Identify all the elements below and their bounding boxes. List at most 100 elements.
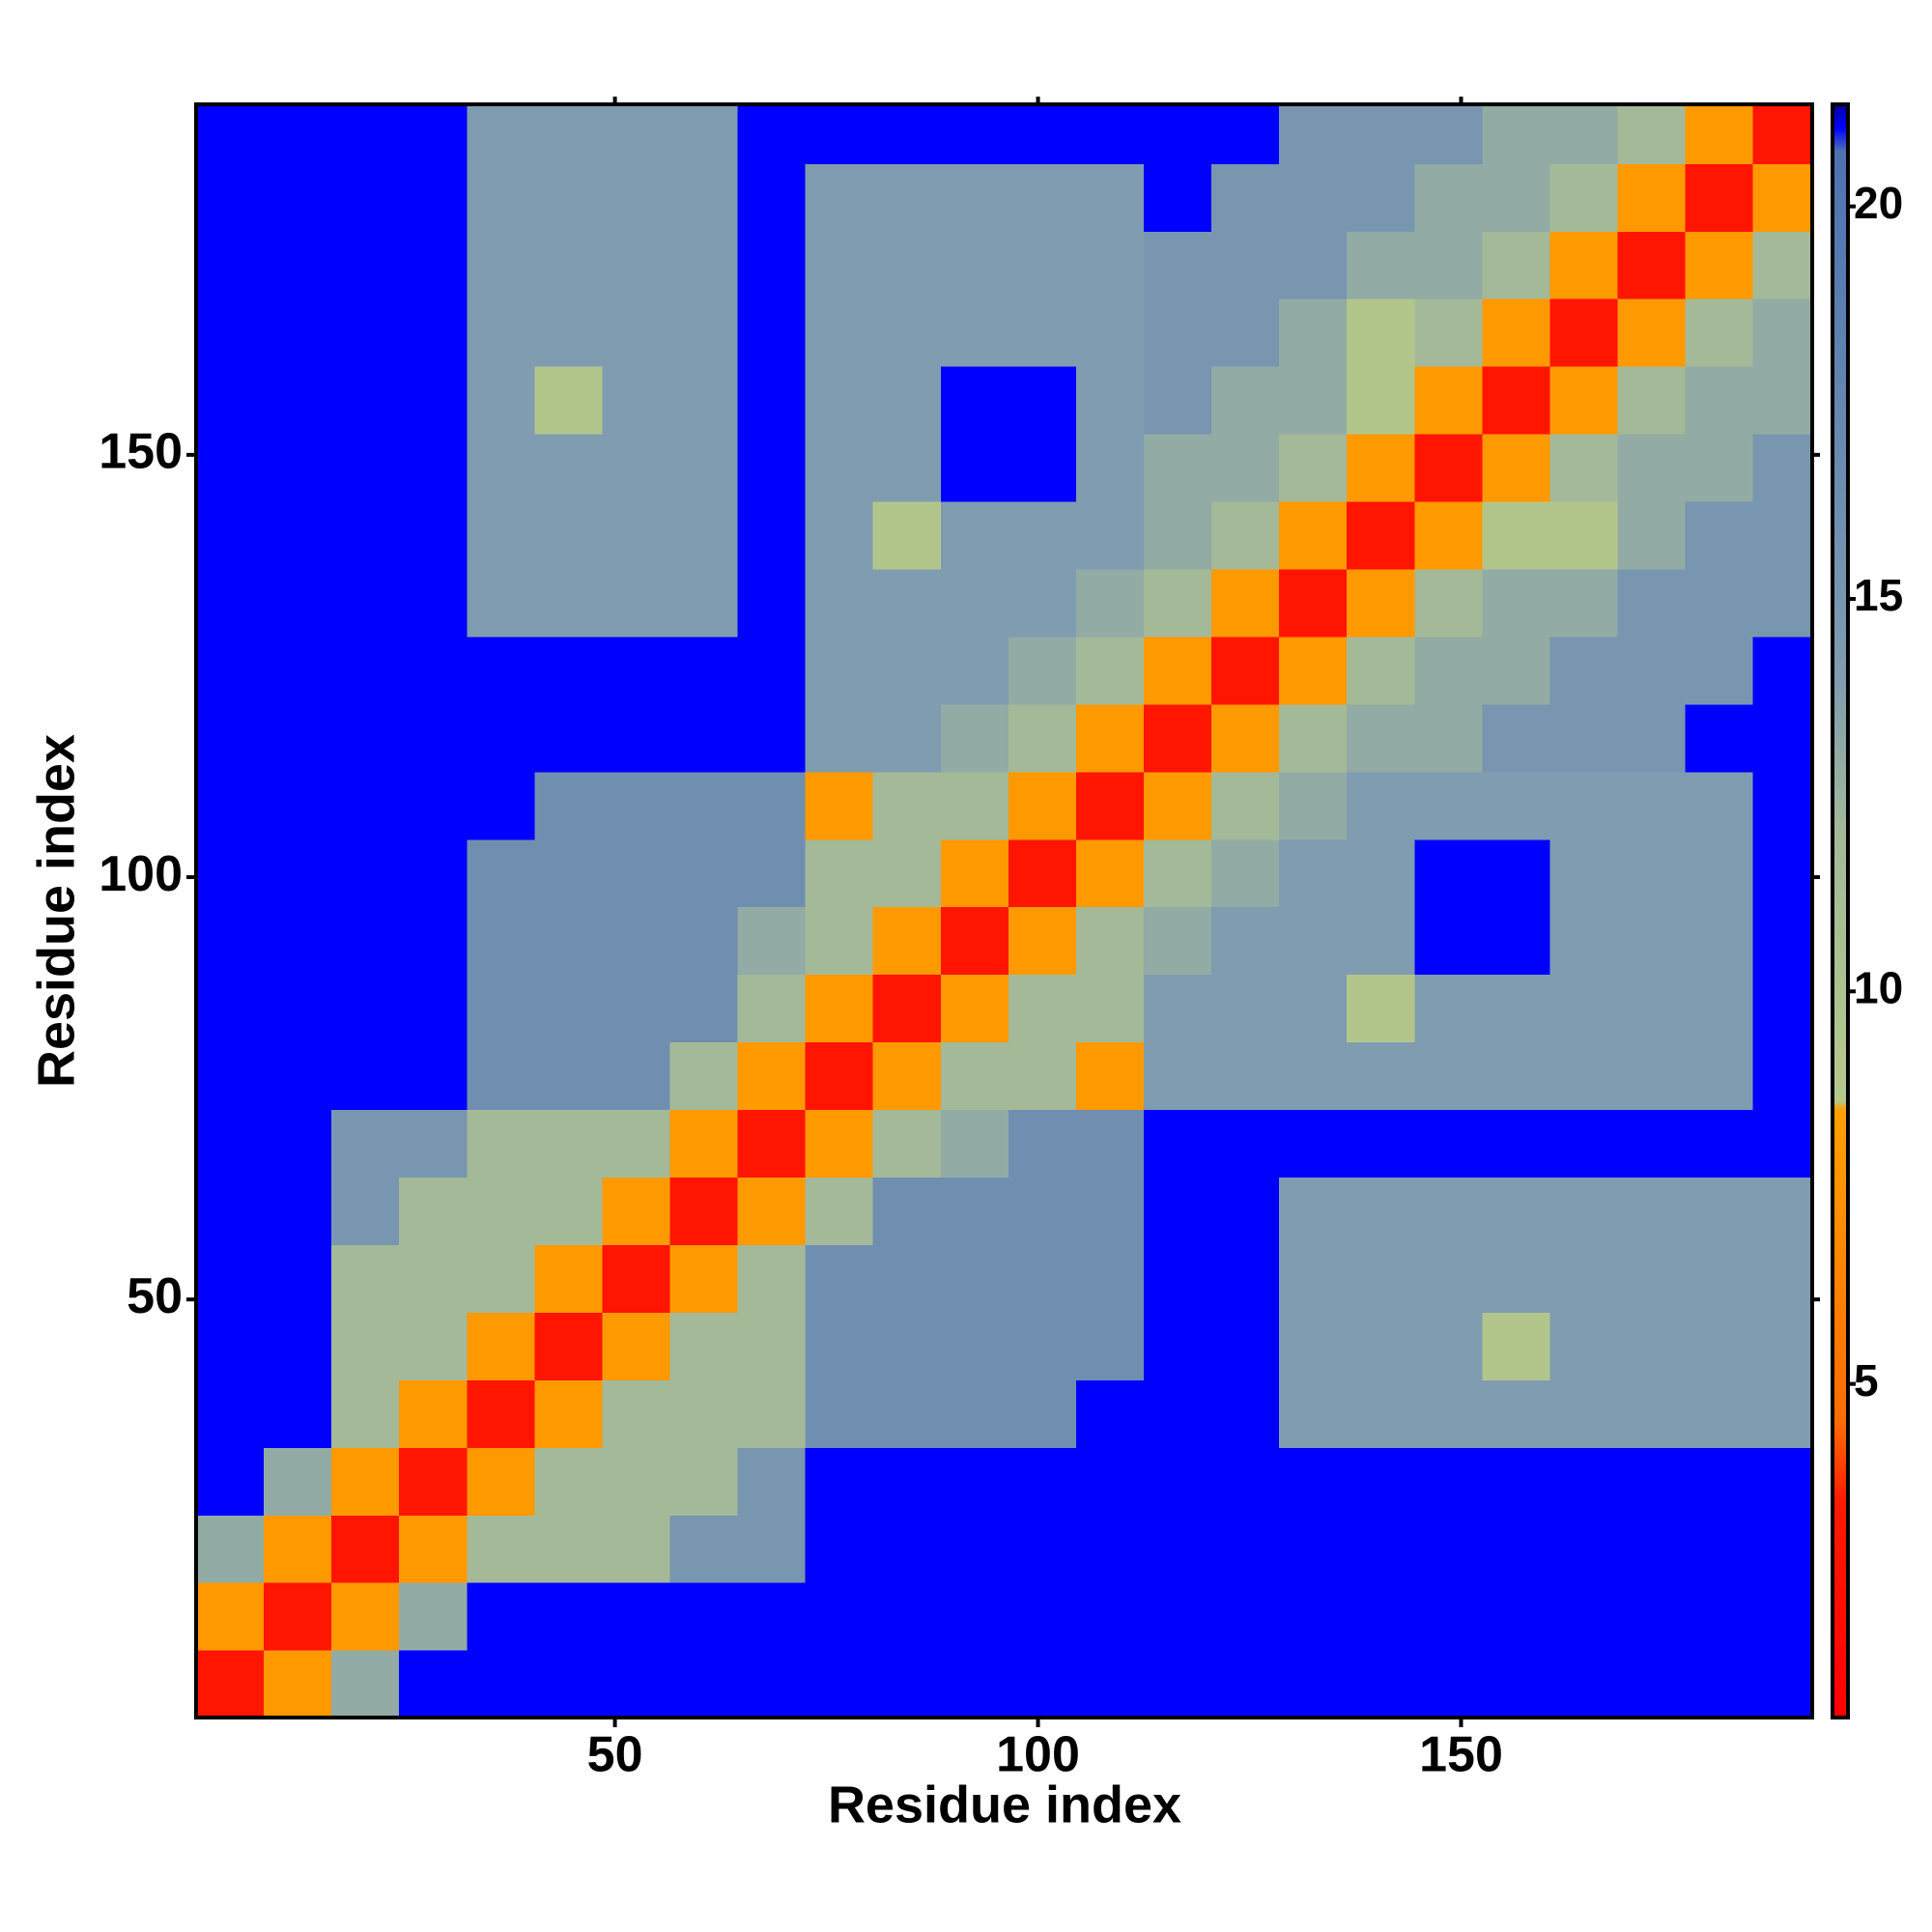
heatmap-cell bbox=[196, 231, 265, 299]
heatmap-cell bbox=[805, 1582, 874, 1651]
heatmap-cell bbox=[1211, 1515, 1280, 1583]
heatmap-cell bbox=[399, 568, 468, 638]
heatmap-cell bbox=[737, 1312, 807, 1380]
heatmap-cell bbox=[805, 771, 874, 840]
heatmap-cell bbox=[602, 771, 671, 840]
heatmap-cell bbox=[331, 1650, 400, 1719]
heatmap-cell bbox=[331, 1244, 400, 1313]
heatmap-cell bbox=[1008, 433, 1077, 502]
heatmap-cell bbox=[872, 1515, 942, 1583]
heatmap-cell bbox=[1347, 1041, 1415, 1111]
heatmap-cell bbox=[872, 1312, 942, 1380]
heatmap-cell bbox=[467, 1515, 535, 1583]
heatmap-cell bbox=[1482, 636, 1551, 705]
heatmap-cell bbox=[1482, 1447, 1551, 1516]
heatmap-cell bbox=[1144, 231, 1212, 299]
heatmap-cell bbox=[331, 500, 400, 570]
heatmap-cell bbox=[1482, 1312, 1551, 1380]
heatmap-cell bbox=[1414, 298, 1483, 367]
heatmap-cell bbox=[1617, 1177, 1687, 1245]
heatmap-cell bbox=[1279, 906, 1348, 976]
heatmap-cell bbox=[1482, 838, 1551, 908]
heatmap-cell bbox=[1414, 1177, 1483, 1245]
heatmap-cell bbox=[1617, 1379, 1687, 1448]
heatmap-cell bbox=[1075, 1312, 1145, 1380]
heatmap-cell bbox=[805, 231, 874, 299]
heatmap-cell bbox=[1617, 231, 1687, 299]
heatmap-cell bbox=[805, 1312, 874, 1380]
heatmap-cell bbox=[1075, 1582, 1145, 1651]
heatmap-cell bbox=[1144, 1312, 1212, 1380]
heatmap-cell bbox=[940, 568, 1009, 638]
heatmap-cell bbox=[1144, 974, 1212, 1043]
heatmap-cell bbox=[534, 104, 604, 164]
heatmap-cell bbox=[1482, 366, 1551, 435]
heatmap-cell bbox=[1211, 1177, 1280, 1245]
heatmap-cell bbox=[467, 366, 535, 435]
heatmap-cell bbox=[467, 231, 535, 299]
heatmap-cell bbox=[1144, 906, 1212, 976]
heatmap-cell bbox=[1752, 568, 1813, 638]
heatmap-cell bbox=[805, 298, 874, 367]
heatmap-cells bbox=[196, 104, 1813, 1719]
heatmap-cell bbox=[1414, 568, 1483, 638]
heatmap-cell bbox=[602, 1515, 671, 1583]
heatmap-cell bbox=[534, 433, 604, 502]
heatmap-cell bbox=[940, 104, 1009, 164]
heatmap-cell bbox=[196, 1515, 265, 1583]
heatmap-cell bbox=[737, 298, 807, 367]
heatmap-cell bbox=[1617, 838, 1687, 908]
heatmap-cell bbox=[940, 433, 1009, 502]
heatmap-cell bbox=[805, 433, 874, 502]
x-tick-label: 100 bbox=[996, 1727, 1080, 1783]
heatmap-cell bbox=[264, 1312, 332, 1380]
heatmap-cell bbox=[1347, 636, 1415, 705]
heatmap-cell bbox=[1211, 568, 1280, 638]
heatmap-cell bbox=[872, 366, 942, 435]
heatmap-cell bbox=[1279, 366, 1348, 435]
heatmap-cell bbox=[1075, 1379, 1145, 1448]
heatmap-cell bbox=[872, 1582, 942, 1651]
heatmap-cell bbox=[1075, 1515, 1145, 1583]
heatmap-cell bbox=[331, 1582, 400, 1651]
heatmap-cell bbox=[805, 568, 874, 638]
heatmap-cell bbox=[805, 163, 874, 232]
heatmap-cell bbox=[264, 974, 332, 1043]
heatmap-cell bbox=[737, 1379, 807, 1448]
heatmap-cell bbox=[602, 974, 671, 1043]
heatmap-cell bbox=[737, 1244, 807, 1313]
heatmap-cell bbox=[1752, 231, 1813, 299]
heatmap-cell bbox=[1279, 1177, 1348, 1245]
heatmap-cell bbox=[872, 1177, 942, 1245]
heatmap-cell bbox=[196, 163, 265, 232]
heatmap-cell bbox=[467, 1447, 535, 1516]
heatmap-cell bbox=[872, 1109, 942, 1179]
heatmap-cell bbox=[1414, 1109, 1483, 1179]
heatmap-cell bbox=[196, 703, 265, 773]
heatmap-cell bbox=[399, 104, 468, 164]
heatmap-cell bbox=[737, 1447, 807, 1516]
heatmap-cell bbox=[399, 1650, 468, 1719]
heatmap-cell bbox=[467, 906, 535, 976]
plot-frame bbox=[194, 102, 1814, 1719]
heatmap-cell bbox=[399, 1109, 468, 1179]
heatmap-cell bbox=[1008, 1650, 1077, 1719]
heatmap-cell bbox=[1008, 1312, 1077, 1380]
heatmap-cell bbox=[669, 1447, 739, 1516]
heatmap-cell bbox=[1211, 771, 1280, 840]
heatmap-cell bbox=[1752, 104, 1813, 164]
heatmap-cell bbox=[805, 1515, 874, 1583]
heatmap-cell bbox=[1211, 433, 1280, 502]
heatmap-cell bbox=[1685, 298, 1754, 367]
heatmap-cell bbox=[534, 366, 604, 435]
heatmap-cell bbox=[399, 1312, 468, 1380]
heatmap-cell bbox=[1075, 1109, 1145, 1179]
heatmap-cell bbox=[1008, 974, 1077, 1043]
heatmap-cell bbox=[1075, 906, 1145, 976]
heatmap-cell bbox=[1549, 1447, 1619, 1516]
heatmap-cell bbox=[264, 636, 332, 705]
heatmap-cell bbox=[872, 231, 942, 299]
heatmap-cell bbox=[1144, 1109, 1212, 1179]
heatmap-cell bbox=[331, 838, 400, 908]
heatmap-cell bbox=[1008, 906, 1077, 976]
